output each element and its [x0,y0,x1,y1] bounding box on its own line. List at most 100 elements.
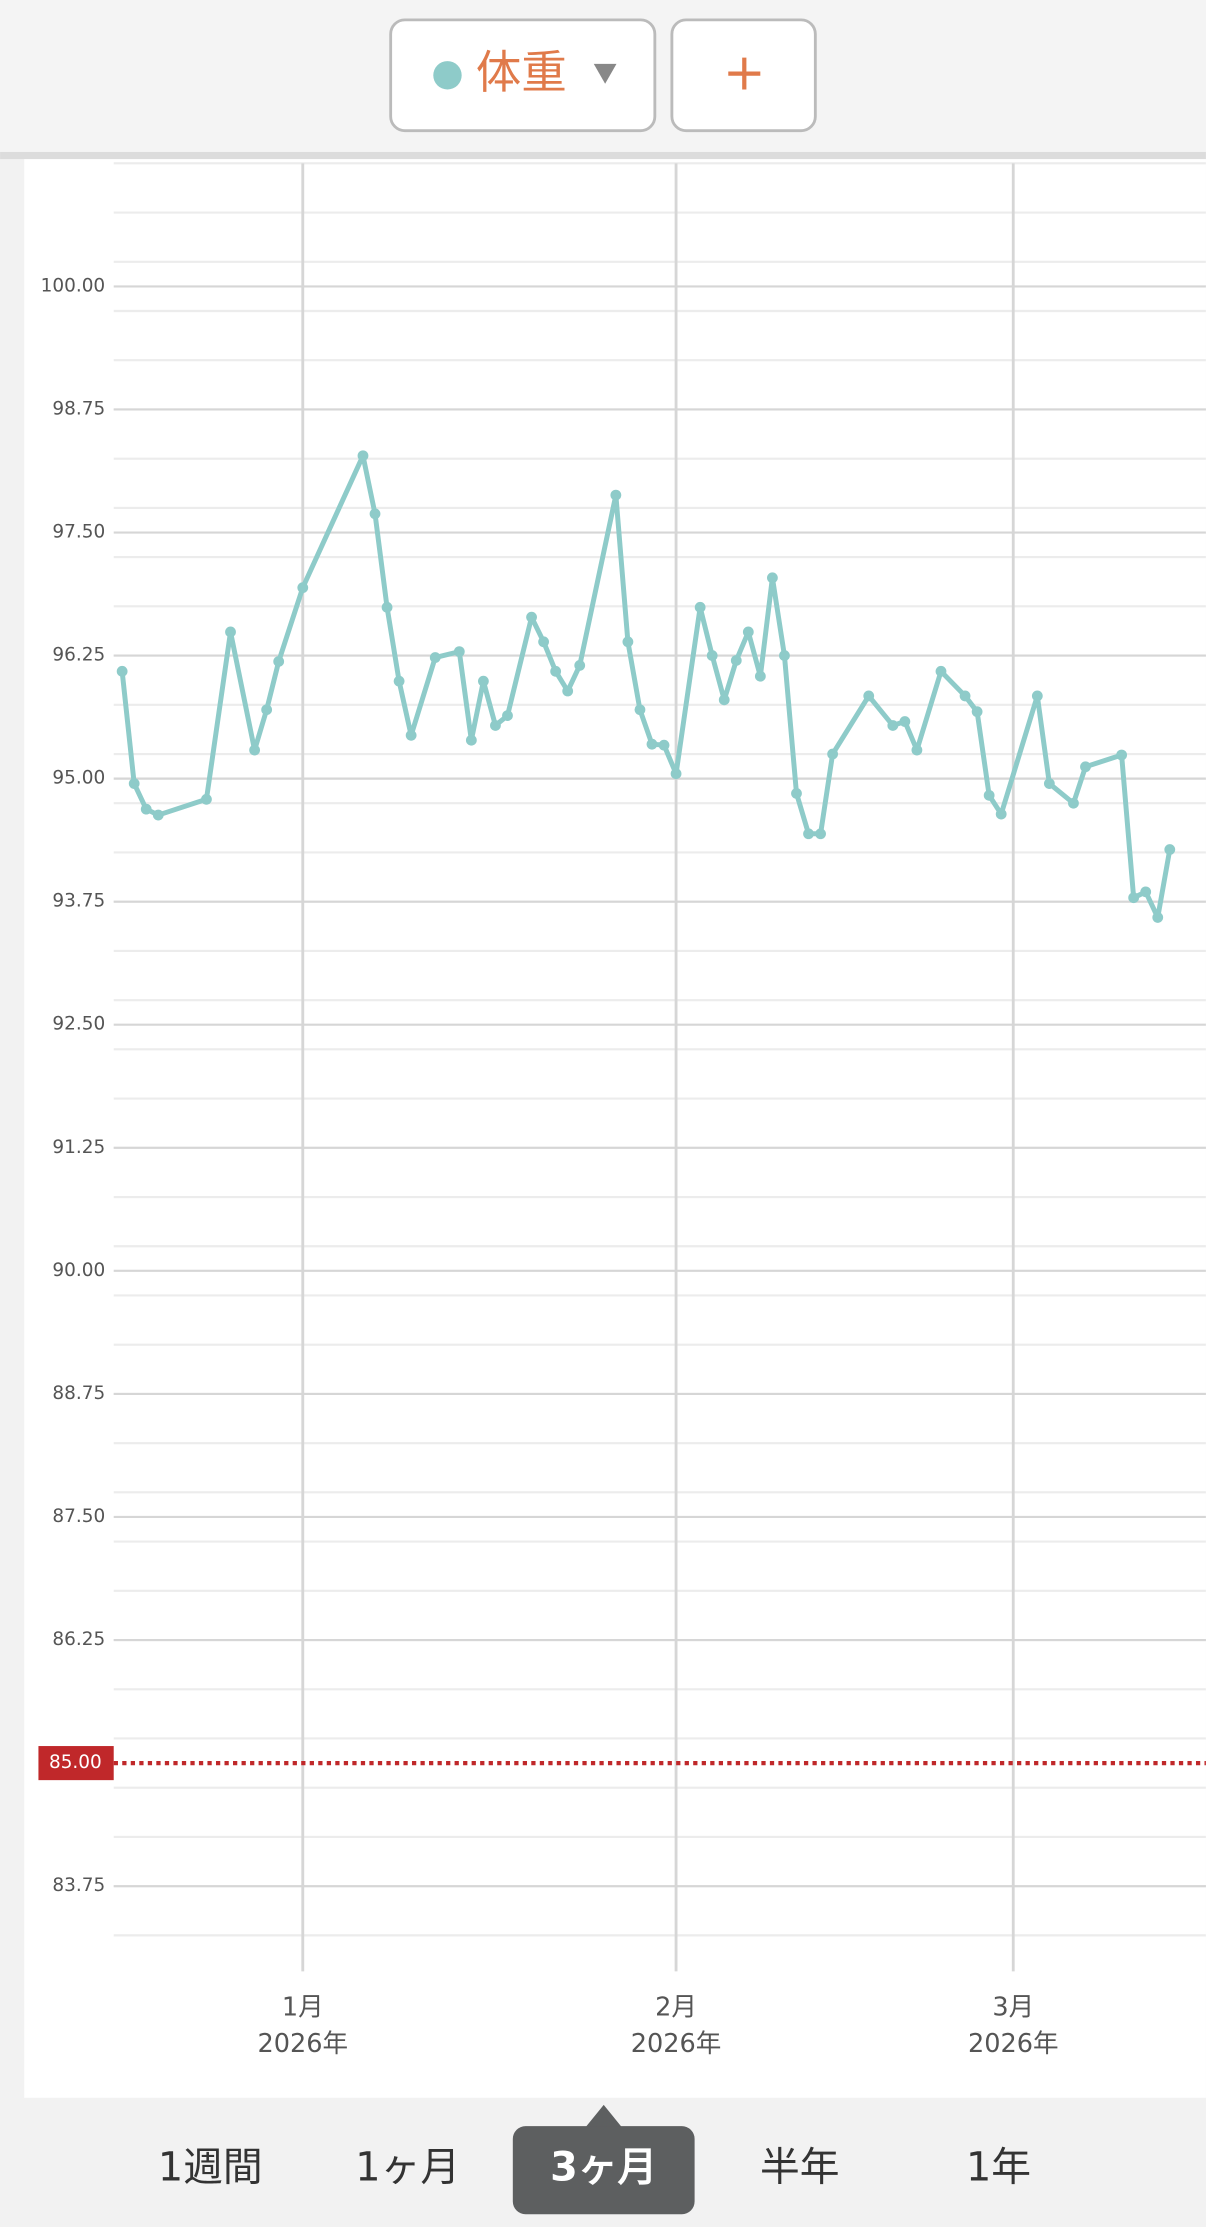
plot: 83.75 86.25 87.50 88.75 90.00 91.25 92.50 93.75… [38,162,1206,2059]
data-point [1043,778,1055,789]
series-line [119,453,1173,920]
data-point [201,793,212,805]
data-point [1031,690,1043,702]
data-point [225,626,236,638]
y-tick-label: 88.75 [52,1383,105,1404]
data-point [1152,912,1164,923]
data-point [646,738,658,750]
data-point [983,789,995,801]
data-point [887,720,899,731]
data-point [971,706,983,718]
data-point [911,744,923,756]
period-tabs: 1週間 1ヶ月 3ヶ月 半年 1年 [158,2104,1031,2215]
y-tick-label: 92.50 [52,1014,105,1035]
data-point [273,656,285,667]
x-tick-label: 2月 2026年 [631,1992,722,2059]
data-point [610,489,622,501]
add-button[interactable] [670,18,817,133]
y-tick-label: 100.00 [41,275,106,296]
data-point [550,665,562,677]
y-tick-label: 95.00 [52,768,105,789]
data-point [116,665,128,677]
data-point [1128,892,1140,904]
data-point [694,601,706,613]
data-point [249,744,261,756]
data-point [935,665,947,677]
data-point [754,670,766,682]
target-label: 85.00 [49,1752,102,1773]
y-tick-label: 90.00 [52,1260,105,1281]
data-point [899,716,911,727]
data-point [453,646,465,658]
data-point [1140,886,1152,898]
data-point [502,710,513,722]
y-tick-label: 97.50 [52,522,105,543]
target-label-box [38,1746,114,1781]
data-point [718,694,730,706]
y-tick-label: 98.75 [52,398,105,419]
period-tab[interactable]: 1ヶ月 [355,2145,460,2191]
data-point [706,650,718,661]
data-point [742,626,754,638]
data-point [1068,797,1079,809]
data-point [405,729,417,741]
period-tab[interactable]: 1週間 [158,2145,263,2191]
data-point [128,778,140,789]
add-button-label: + [723,43,766,102]
data-point [1080,761,1091,773]
chart-panel [24,159,1206,2098]
top-bar-shadow [0,151,1206,160]
data-point [562,685,574,697]
data-point [152,809,164,821]
data-point [803,828,814,840]
y-tick-label: 87.50 [52,1506,105,1527]
data-point [538,636,550,648]
data-point [478,675,489,687]
y-tick-label: 93.75 [52,891,105,912]
data-point [526,611,537,623]
data-point [574,660,586,671]
dropdown-arrow [593,63,617,84]
data-point [815,828,826,840]
data-point [863,690,875,702]
series-name: 体重 [476,46,567,99]
selected-tab-pointer [585,2104,623,2128]
data-point [779,650,790,661]
data-point [827,748,839,760]
data-point [140,803,152,815]
data-point [261,704,273,716]
data-point [959,690,971,702]
data-point [465,734,477,746]
data-point [995,808,1007,820]
x-tick-label: 3月 2026年 [968,1992,1059,2059]
period-tab[interactable]: 半年 [760,2145,840,2191]
data-point [730,655,742,666]
period-tab[interactable]: 3ヶ月 [550,2145,657,2191]
data-point [369,508,381,520]
period-tab[interactable]: 1年 [966,2145,1031,2191]
data-point [393,675,405,687]
data-point [622,636,634,648]
data-point [791,787,802,799]
data-point [670,768,682,780]
x-tick-label: 1月 2026年 [257,1992,348,2059]
data-point [357,450,369,462]
data-point [381,601,393,613]
selected-tab-bg[interactable] [512,2126,695,2215]
data-point [767,572,778,584]
data-point [490,720,501,731]
y-tick-label: 96.25 [52,645,105,666]
data-point [658,739,670,751]
y-tick-label: 86.25 [52,1629,105,1650]
data-point [297,582,309,594]
data-point [1116,749,1128,761]
y-tick-label: 83.75 [52,1875,105,1896]
data-point [634,704,646,716]
y-tick-label: 91.25 [52,1137,105,1158]
data-point [1164,844,1176,855]
series-dot [433,61,462,90]
data-point [429,652,441,663]
series-dropdown[interactable] [389,18,657,133]
